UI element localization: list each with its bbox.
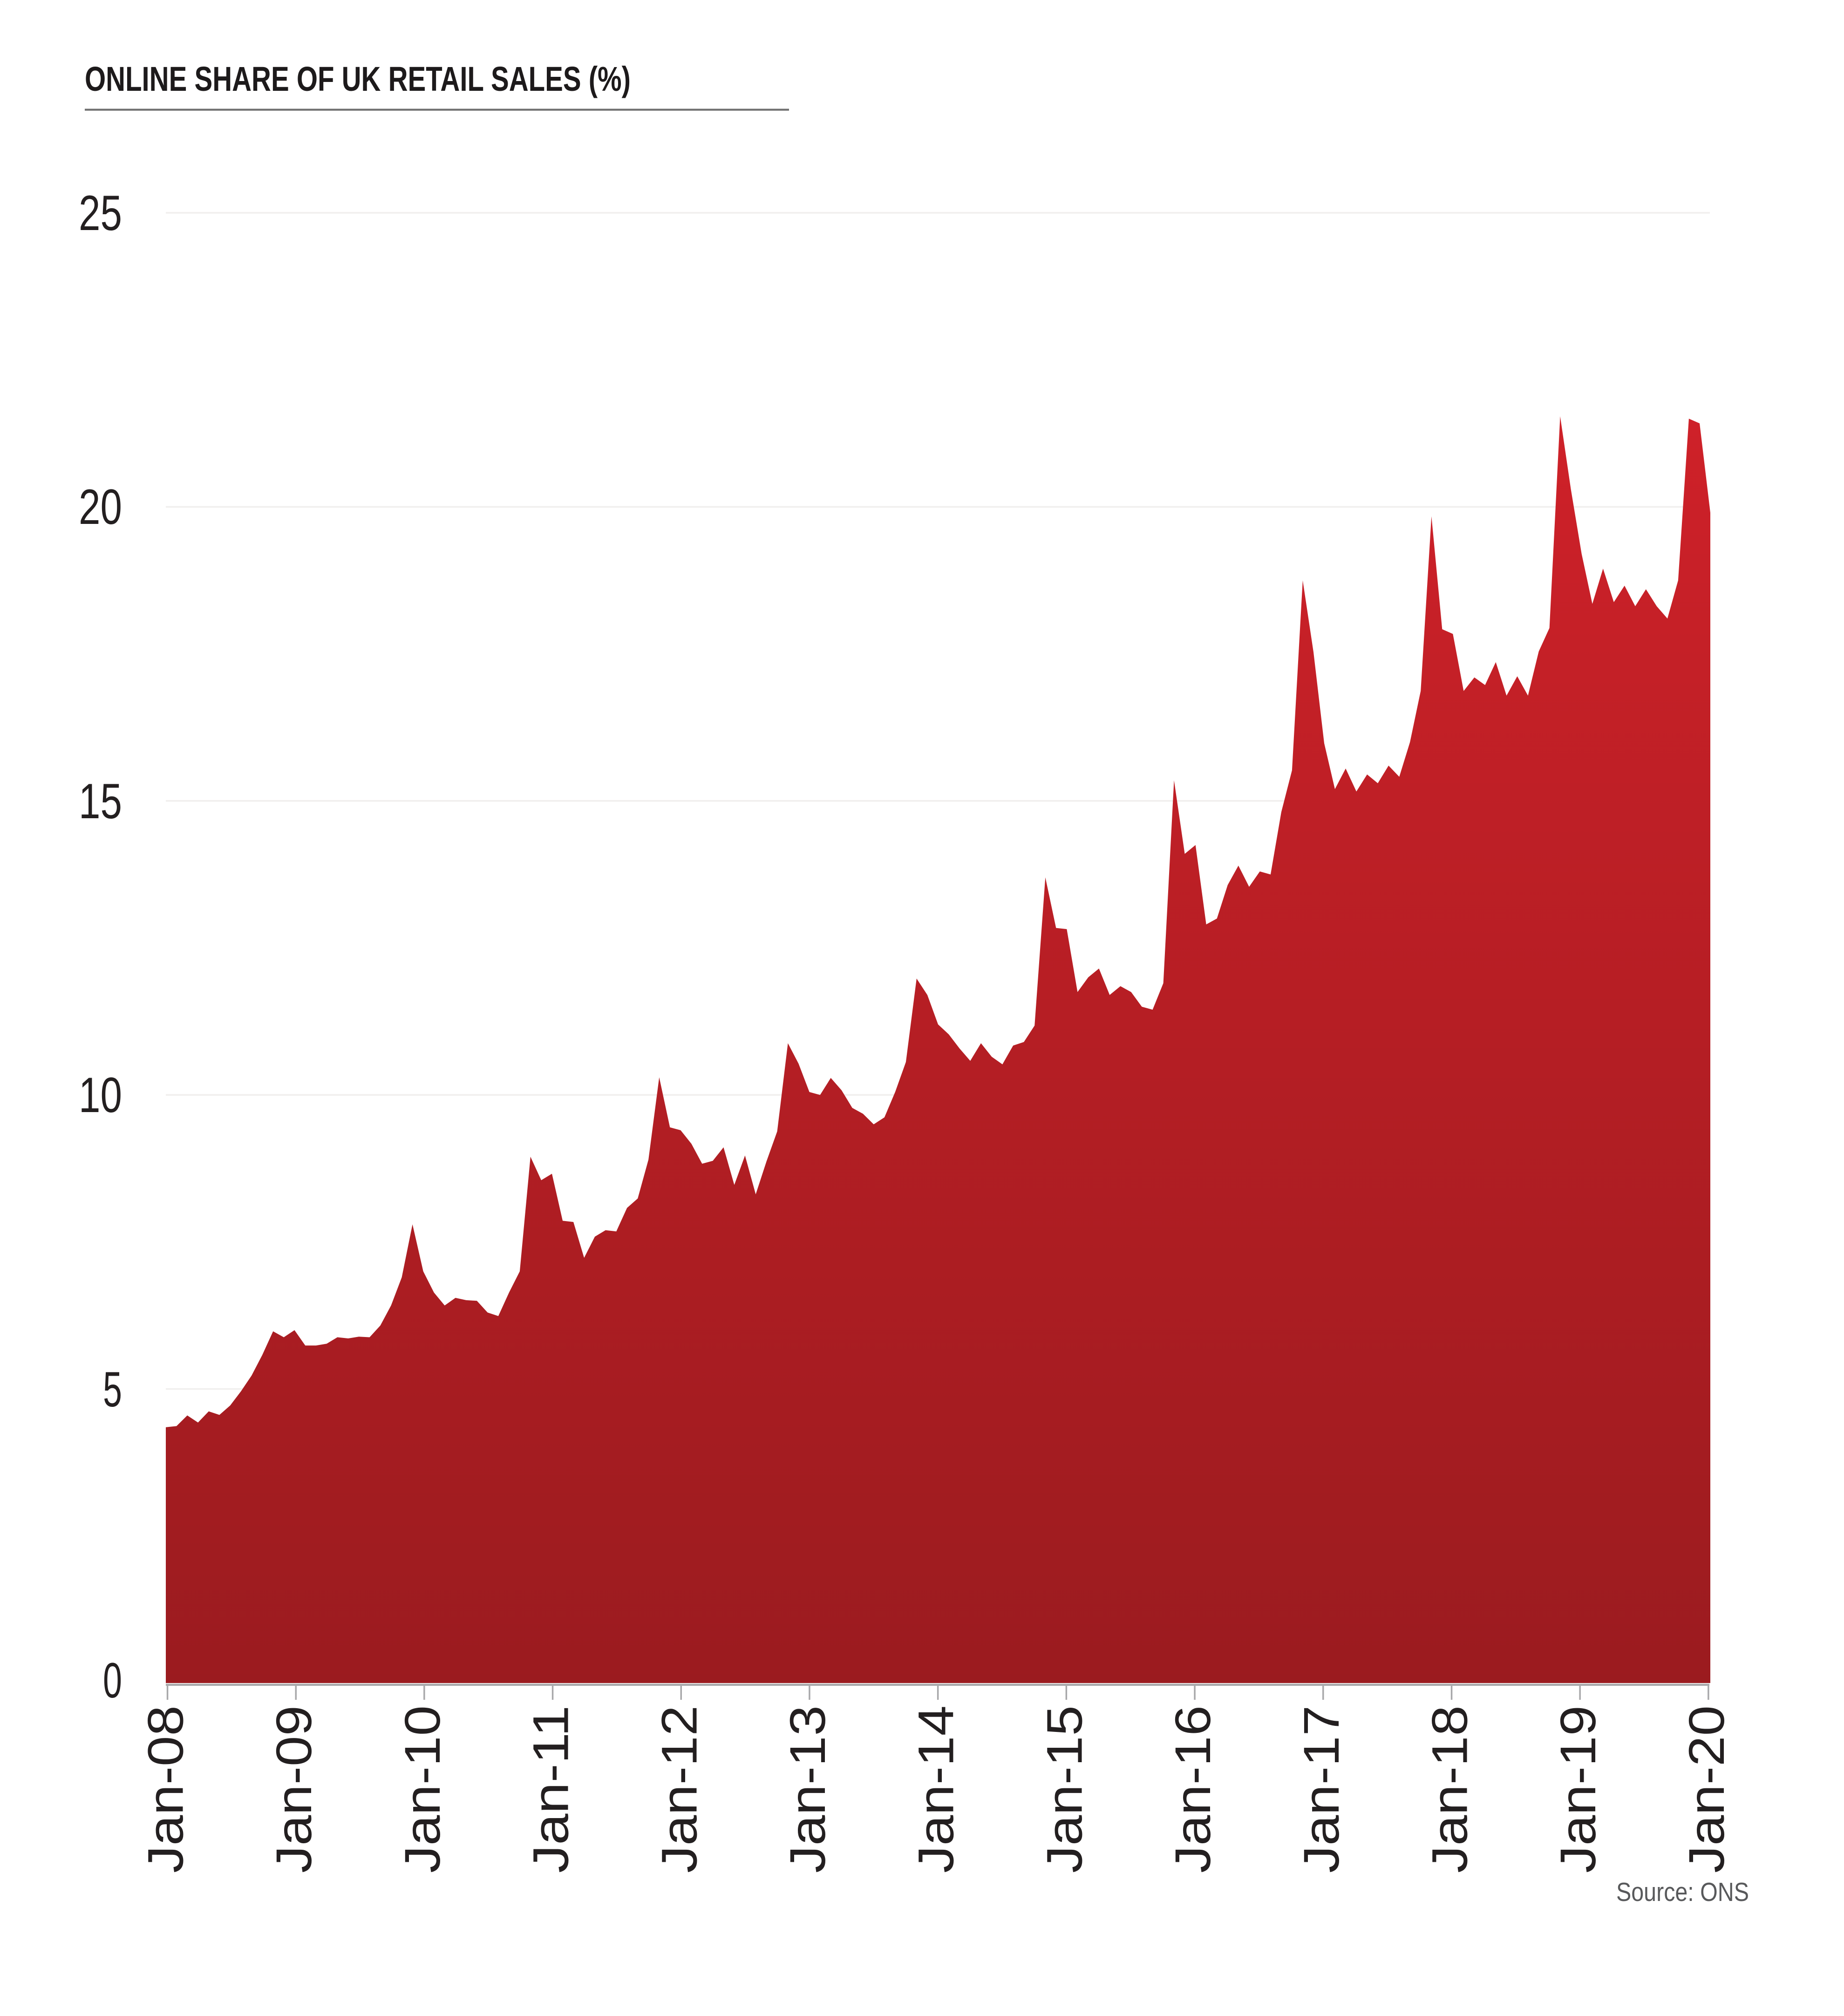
svg-text:Jan-11: Jan-11 xyxy=(523,1705,579,1873)
svg-text:Jan-13: Jan-13 xyxy=(779,1705,836,1873)
svg-text:Jan-17: Jan-17 xyxy=(1293,1705,1349,1873)
svg-text:10: 10 xyxy=(79,1067,122,1123)
svg-text:Jan-15: Jan-15 xyxy=(1036,1705,1092,1873)
svg-text:15: 15 xyxy=(79,773,122,829)
svg-text:Jan-19: Jan-19 xyxy=(1550,1705,1606,1873)
svg-text:Jan-14: Jan-14 xyxy=(908,1705,964,1873)
svg-text:Jan-08: Jan-08 xyxy=(137,1705,194,1873)
svg-text:Jan-18: Jan-18 xyxy=(1422,1705,1478,1873)
svg-text:5: 5 xyxy=(103,1361,122,1417)
svg-text:ONLINE SHARE OF UK RETAIL SALE: ONLINE SHARE OF UK RETAIL SALES (%) xyxy=(85,60,631,98)
svg-text:Jan-16: Jan-16 xyxy=(1164,1705,1221,1873)
svg-text:25: 25 xyxy=(79,185,122,241)
svg-text:20: 20 xyxy=(79,479,122,535)
svg-text:Jan-10: Jan-10 xyxy=(394,1705,450,1873)
svg-text:0: 0 xyxy=(103,1652,122,1708)
svg-text:Jan-09: Jan-09 xyxy=(265,1705,322,1873)
svg-text:Jan-12: Jan-12 xyxy=(651,1705,707,1873)
svg-text:Jan-20: Jan-20 xyxy=(1678,1705,1735,1873)
svg-text:Source: ONS: Source: ONS xyxy=(1616,1877,1749,1907)
